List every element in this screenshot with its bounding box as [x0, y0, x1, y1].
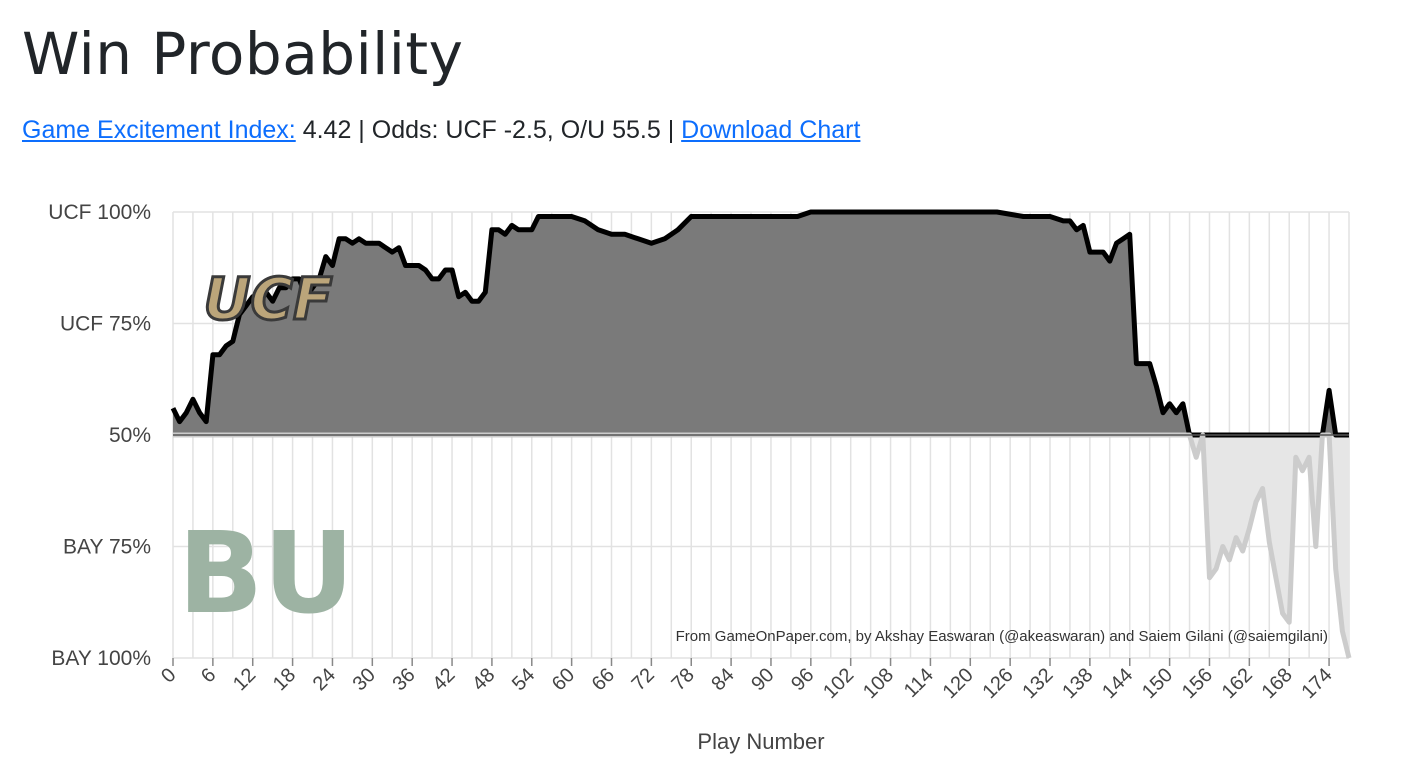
download-chart-link[interactable]: Download Chart — [681, 116, 861, 144]
y-tick-label: UCF 100% — [48, 201, 151, 224]
x-tick-label: 90 — [747, 664, 778, 695]
x-tick-label: 0 — [157, 664, 180, 687]
x-tick-label: 114 — [900, 664, 938, 702]
x-tick-label: 30 — [349, 664, 380, 695]
x-tick-label: 12 — [229, 664, 260, 695]
separator: | — [351, 116, 372, 144]
baylor-logo-text: BU — [178, 509, 354, 639]
x-tick-label: 156 — [1178, 664, 1217, 703]
ucf-area — [173, 212, 1349, 435]
y-tick-label: UCF 75% — [60, 313, 151, 336]
win-probability-chart: UCF BU UCF 100% UCF 75% 50% BAY 75% BAY 100%… — [48, 201, 1352, 754]
x-tick-label: 138 — [1058, 664, 1097, 703]
page-title: Win Probability — [22, 20, 464, 88]
x-tick-label: 132 — [1018, 664, 1057, 703]
x-tick-label: 144 — [1098, 664, 1137, 703]
x-tick-label: 66 — [588, 664, 619, 695]
separator: | — [660, 116, 682, 144]
baylor-logo: BU — [178, 509, 354, 639]
excitement-value: 4.42 — [302, 116, 352, 144]
x-tick-label: 174 — [1297, 664, 1336, 703]
baylor-area — [173, 435, 1349, 658]
y-tick-label: BAY 75% — [63, 536, 151, 559]
x-tick-label: 48 — [468, 664, 499, 695]
x-tick-label: 168 — [1258, 664, 1297, 703]
x-axis-ticks: 0 6 12 18 24 30 36 42 48 54 60 66 72 78 84 90 96 102 108 11… — [157, 658, 1337, 703]
game-info-line: Game Excitement Index: 4.42 | Odds: UCF … — [22, 112, 860, 148]
x-tick-label: 72 — [628, 664, 659, 695]
x-tick-label: 60 — [548, 664, 579, 695]
x-tick-label: 24 — [309, 664, 340, 695]
chart-credit: From GameOnPaper.com, by Akshay Easwaran… — [676, 628, 1328, 645]
x-tick-label: 54 — [508, 664, 539, 695]
x-tick-label: 84 — [707, 664, 738, 695]
odds-text: Odds: UCF -2.5, O/U 55.5 — [371, 116, 661, 144]
ucf-logo-text: UCF — [203, 265, 332, 333]
x-tick-label: 120 — [939, 664, 978, 703]
x-tick-label: 162 — [1218, 664, 1257, 703]
y-tick-label: 50% — [109, 424, 151, 447]
x-tick-label: 42 — [428, 664, 459, 695]
x-tick-label: 36 — [388, 664, 419, 695]
x-tick-label: 96 — [787, 664, 818, 695]
game-excitement-index-link[interactable]: Game Excitement Index: — [22, 116, 296, 144]
ucf-logo: UCF — [202, 264, 334, 335]
x-tick-label: 126 — [979, 664, 1018, 703]
y-tick-label: BAY 100% — [51, 647, 151, 670]
x-tick-label: 18 — [269, 664, 300, 695]
x-tick-label: 150 — [1138, 664, 1177, 703]
x-tick-label: 6 — [197, 664, 220, 687]
x-axis-title: Play Number — [697, 729, 824, 754]
x-tick-label: 102 — [819, 664, 858, 703]
x-tick-label: 108 — [859, 664, 898, 703]
x-tick-label: 78 — [667, 664, 698, 695]
y-axis-labels: UCF 100% UCF 75% 50% BAY 75% BAY 100% — [48, 201, 151, 670]
